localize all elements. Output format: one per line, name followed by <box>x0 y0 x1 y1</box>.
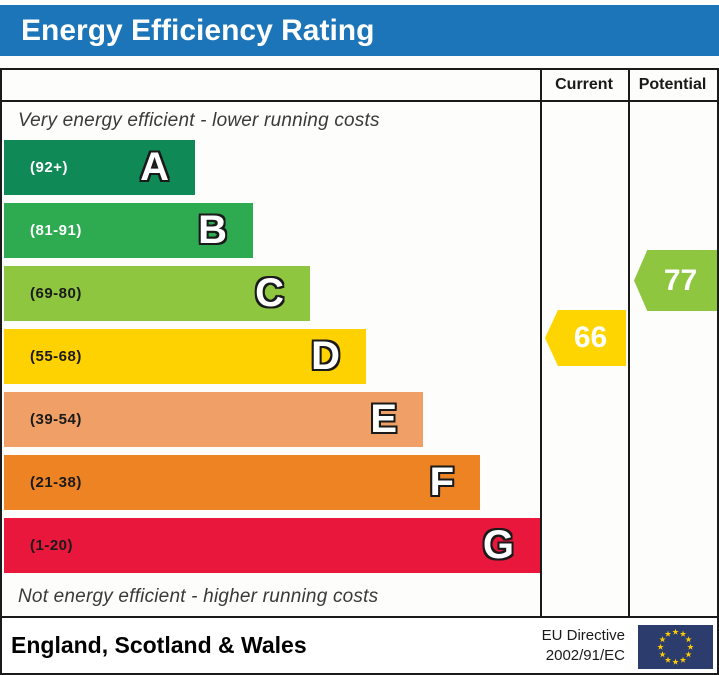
band-f-letter: F <box>429 460 454 504</box>
eu-flag-icon <box>638 625 713 669</box>
band-d-range-label: (55-68) <box>30 348 82 365</box>
band-a: (92+) A <box>4 140 195 195</box>
band-a-range-label: (92+) <box>30 159 68 176</box>
band-g-range-label: (1-20) <box>30 537 74 554</box>
band-d-letter: D <box>311 334 340 378</box>
band-b-range-label: (81-91) <box>30 222 82 239</box>
rating-table: Current Potential Very energy efficient … <box>0 68 719 618</box>
footer: England, Scotland & Wales EU Directive 2… <box>0 616 719 675</box>
column-divider-current <box>540 70 542 616</box>
band-g: (1-20) G <box>4 518 540 573</box>
band-d: (55-68) D <box>4 329 366 384</box>
header-potential: Potential <box>638 76 707 93</box>
top-note: Very energy efficient - lower running co… <box>18 110 380 131</box>
column-divider-potential <box>628 70 630 616</box>
band-e-letter: E <box>370 397 397 441</box>
eu-directive-text: EU Directive 2002/91/EC <box>542 626 625 666</box>
band-f: (21-38) F <box>4 455 480 510</box>
band-c-range-label: (69-80) <box>30 285 82 302</box>
potential-rating-value: 77 <box>663 263 698 297</box>
title-bar: Energy Efficiency Rating <box>0 5 719 56</box>
band-a-letter: A <box>140 145 169 189</box>
band-f-range-label: (21-38) <box>30 474 82 491</box>
header-current: Current <box>555 76 613 93</box>
band-c-letter: C <box>255 271 284 315</box>
band-g-letter: G <box>482 523 514 567</box>
band-e: (39-54) E <box>4 392 423 447</box>
band-b-letter: B <box>198 208 227 252</box>
region-label: England, Scotland & Wales <box>11 632 307 658</box>
table-header-row: Current Potential <box>2 70 717 102</box>
current-rating-marker: 66 <box>545 310 626 366</box>
eu-directive-line1: EU Directive <box>541 627 625 644</box>
band-b: (81-91) B <box>4 203 253 258</box>
band-e-range-label: (39-54) <box>30 411 82 428</box>
eu-directive-line2: 2002/91/EC <box>545 647 625 664</box>
current-rating-value: 66 <box>573 321 608 354</box>
page-title: Energy Efficiency Rating <box>21 14 375 47</box>
rating-bands: (92+) A (81-91) B (69-80) C (55-68) D (3… <box>4 140 540 581</box>
bottom-note: Not energy efficient - higher running co… <box>18 586 379 607</box>
potential-rating-marker: 77 <box>634 250 717 311</box>
band-c: (69-80) C <box>4 266 310 321</box>
